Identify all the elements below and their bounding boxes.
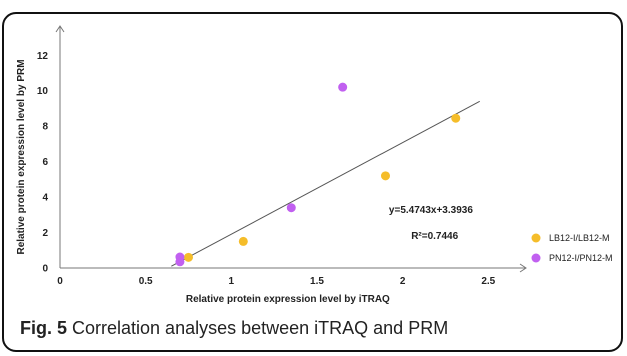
- legend-marker: [531, 233, 541, 243]
- r-squared-label: R²=0.7446: [411, 231, 458, 242]
- data-point-pn12: [175, 252, 185, 262]
- x-tick-label: 1.5: [310, 276, 324, 287]
- legend-marker: [531, 253, 541, 263]
- y-tick-label: 10: [37, 86, 49, 97]
- legend-label: PN12-I/PN12-M: [549, 253, 613, 263]
- data-point-lb12: [381, 171, 391, 181]
- y-tick-label: 4: [42, 193, 48, 204]
- data-point-pn12: [338, 82, 348, 92]
- y-tick-label: 2: [42, 228, 48, 239]
- y-tick-label: 12: [37, 51, 49, 62]
- x-tick-label: 1: [229, 276, 235, 287]
- y-tick-label: 0: [42, 264, 48, 275]
- x-axis-arrow: [519, 263, 527, 273]
- y-axis-title: Relative protein expression level by PRM: [16, 59, 27, 254]
- x-tick-label: 2: [400, 276, 406, 287]
- figure-caption-text: Correlation analyses between iTRAQ and P…: [67, 318, 449, 338]
- trendline: [171, 100, 480, 267]
- x-tick-label: 0: [57, 276, 63, 287]
- figure-caption: Fig. 5 Correlation analyses between iTRA…: [20, 318, 448, 339]
- x-axis-title: Relative protein expression level by iTR…: [186, 294, 390, 305]
- x-tick-label: 0.5: [139, 276, 153, 287]
- legend: LB12-I/LB12-M PN12-I/PN12-M: [531, 233, 613, 263]
- figure-frame: 0 2 4 6 8 10 12 0 0.5 1 1.5 2 2.5 y=5.4743x+3.3936 …: [2, 12, 623, 352]
- y-tick-label: 6: [42, 157, 48, 168]
- data-point-pn12: [286, 203, 296, 213]
- y-axis-arrow: [55, 25, 65, 33]
- y-tick-label: 8: [42, 122, 48, 133]
- data-point-lb12: [451, 113, 461, 123]
- legend-label: LB12-I/LB12-M: [549, 233, 610, 243]
- data-point-lb12: [183, 252, 193, 262]
- x-tick-label: 2.5: [481, 276, 495, 287]
- trendline-equation: y=5.4743x+3.3936: [389, 205, 473, 216]
- figure-number: Fig. 5: [20, 318, 68, 338]
- data-point-lb12: [238, 236, 248, 246]
